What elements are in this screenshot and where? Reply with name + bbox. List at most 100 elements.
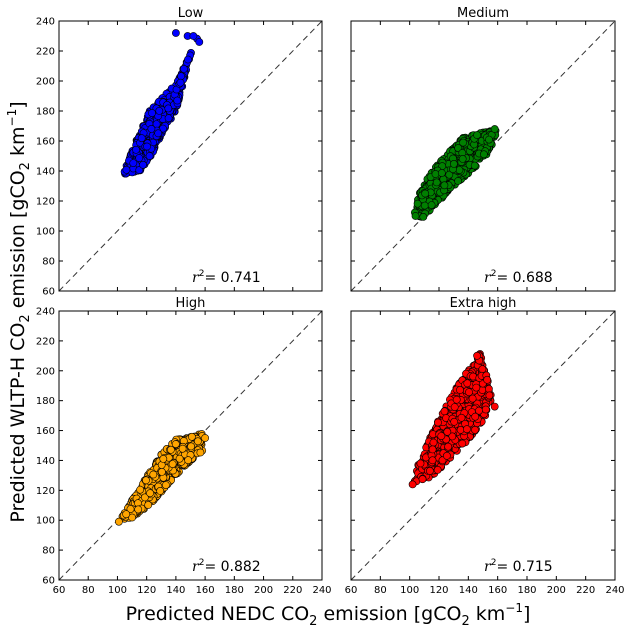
data-point: [132, 145, 140, 154]
y-tick-label: 240: [36, 17, 55, 28]
diagonal-reference-line: [58, 310, 323, 581]
data-points: [408, 350, 499, 489]
data-point: [443, 427, 452, 436]
y-tick-label: 100: [36, 227, 55, 238]
x-tick-label: 240: [605, 585, 624, 596]
data-point: [149, 470, 158, 479]
data-point: [428, 456, 437, 465]
data-point: [129, 159, 138, 167]
x-tick-label: 60: [53, 585, 66, 596]
data-point: [173, 96, 182, 105]
data-point: [485, 135, 493, 144]
y-tick-label: 180: [36, 396, 55, 407]
data-point: [143, 142, 151, 151]
data-point: [411, 212, 420, 220]
data-point: [473, 351, 481, 360]
y-tick-label: 120: [36, 486, 55, 497]
data-point: [168, 460, 177, 468]
data-point: [425, 466, 434, 475]
diagonal-reference-line: [350, 310, 616, 581]
scatter-panel: 60 80 100 120 140 160 180 200 220 240 60 80 100 120 14…: [36, 296, 332, 596]
data-point: [458, 154, 467, 163]
y-tick-label: 80: [42, 257, 55, 268]
x-tick-label: 220: [283, 585, 302, 596]
data-point: [454, 177, 462, 185]
x-tick-label: 240: [312, 585, 331, 596]
data-point: [179, 65, 188, 73]
data-point: [144, 501, 153, 509]
data-point: [140, 493, 149, 502]
data-point: [434, 418, 442, 427]
data-point: [449, 159, 458, 168]
y-tick-label: 240: [36, 307, 55, 318]
x-tick-label: 80: [374, 585, 387, 596]
panel-title: Low: [178, 6, 204, 21]
data-point: [171, 29, 180, 37]
data-point: [137, 134, 146, 143]
x-tick-label: 120: [429, 585, 448, 596]
data-point: [442, 451, 451, 460]
data-point: [187, 442, 195, 451]
data-point: [472, 383, 481, 392]
data-point: [155, 107, 164, 115]
data-point: [159, 454, 168, 463]
panel-title: Medium: [457, 6, 509, 21]
data-point: [122, 510, 131, 519]
data-point: [413, 199, 422, 208]
x-tick-label: 100: [400, 585, 419, 596]
data-point: [440, 407, 449, 416]
data-point: [161, 481, 170, 489]
data-point: [157, 467, 166, 476]
data-point: [184, 55, 192, 64]
data-point: [196, 448, 205, 457]
data-point: [431, 170, 440, 178]
data-point: [465, 388, 473, 397]
y-axis-label: Predicted WLTP-H CO2 emission [gCO2 km−1…: [5, 101, 33, 522]
scatter-panel: 60 80 100 120 140 160 180 200 220 240 Extra high r2…: [345, 296, 625, 596]
data-point: [485, 391, 494, 400]
x-tick-label: 200: [254, 585, 273, 596]
x-tick-label: 160: [488, 585, 507, 596]
y-tick-label: 220: [36, 336, 55, 347]
data-point: [490, 125, 499, 133]
data-point: [128, 513, 136, 522]
r-squared-annotation: r2= 0.882: [192, 558, 261, 575]
data-point: [115, 517, 123, 526]
data-point: [450, 417, 459, 426]
data-point: [147, 124, 156, 133]
data-point: [433, 465, 442, 474]
scatter-panel: Medium r2= 0.688: [350, 6, 616, 292]
data-point: [408, 480, 417, 489]
x-tick-label: 160: [196, 585, 215, 596]
data-point: [134, 505, 143, 514]
data-point: [193, 437, 202, 446]
data-point: [201, 434, 209, 442]
data-point: [473, 131, 481, 139]
data-point: [490, 402, 499, 411]
data-point: [421, 189, 430, 198]
data-point: [171, 440, 180, 448]
data-point: [139, 160, 147, 169]
y-tick-label: 160: [36, 426, 55, 437]
r-squared-annotation: r2= 0.688: [484, 269, 553, 286]
data-point: [462, 425, 471, 434]
y-tick-label: 60: [42, 287, 55, 298]
data-point: [135, 154, 144, 162]
data-point: [145, 152, 154, 160]
y-tick-label: 140: [36, 167, 55, 178]
data-point: [440, 181, 449, 190]
data-point: [164, 104, 173, 113]
x-tick-label: 100: [108, 585, 127, 596]
y-tick-label: 200: [36, 366, 55, 377]
y-tick-label: 160: [36, 137, 55, 148]
x-axis-label: Predicted NEDC CO2 emission [gCO2 km−1]: [126, 601, 531, 629]
x-tick-label: 180: [225, 585, 244, 596]
data-point: [437, 169, 446, 177]
data-point: [458, 439, 467, 448]
data-point: [189, 32, 198, 40]
y-tick-label: 80: [42, 546, 55, 557]
diagonal-reference-line: [350, 20, 616, 292]
data-point: [428, 445, 437, 454]
data-point: [146, 489, 154, 498]
